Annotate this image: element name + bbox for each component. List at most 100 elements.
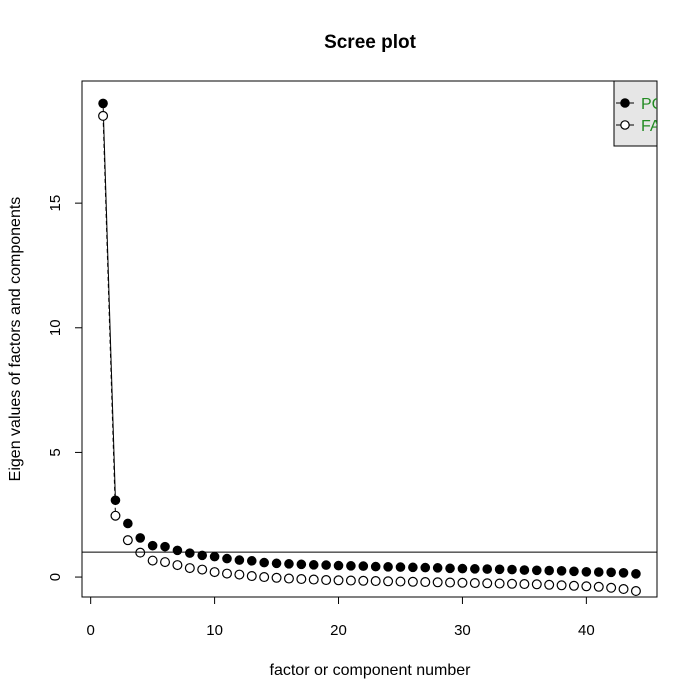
data-point-pc — [246, 556, 257, 566]
data-point-pc — [222, 553, 232, 564]
data-point-pc — [98, 98, 108, 109]
data-point-fa — [395, 576, 406, 587]
data-point-pc — [333, 560, 344, 571]
data-point-pc — [494, 564, 505, 575]
y-tick-label: 10 — [47, 319, 64, 336]
data-point-pc — [395, 562, 406, 572]
data-point-pc — [358, 561, 369, 571]
data-point-fa — [345, 575, 356, 586]
data-point-fa — [147, 555, 158, 566]
data-point-pc — [383, 562, 393, 572]
data-point-fa — [618, 584, 629, 595]
legend-marker — [620, 120, 630, 130]
data-point-fa — [172, 560, 183, 571]
data-point-pc — [123, 518, 133, 529]
legend-box — [613, 80, 657, 147]
data-point-pc — [308, 560, 319, 570]
data-point-fa — [556, 580, 567, 591]
data-point-pc — [197, 550, 208, 561]
data-point-fa — [469, 578, 480, 589]
data-point-pc — [544, 565, 554, 576]
data-point-pc — [581, 567, 592, 577]
data-point-pc — [209, 551, 220, 562]
data-point-fa — [184, 563, 195, 574]
data-point-fa — [333, 575, 344, 586]
data-point-fa — [197, 564, 208, 575]
data-point-pc — [519, 565, 530, 575]
data-point-pc — [507, 564, 517, 575]
data-point-fa — [160, 557, 171, 568]
data-point-fa — [308, 574, 319, 585]
series-layer — [98, 98, 641, 597]
data-point-fa — [568, 580, 579, 591]
chart-title: Scree plot — [324, 32, 417, 53]
data-point-fa — [221, 568, 232, 579]
data-point-pc — [457, 563, 468, 574]
plot-frame — [81, 80, 658, 598]
legend: PC FA — [613, 80, 663, 147]
data-point-fa — [283, 573, 294, 584]
data-point-fa — [507, 578, 518, 589]
data-point-pc — [432, 563, 443, 573]
x-tick-label: 40 — [578, 622, 595, 639]
data-point-pc — [569, 566, 579, 577]
data-point-fa — [593, 581, 604, 592]
data-point-fa — [606, 582, 617, 593]
x-tick-label: 20 — [330, 622, 347, 639]
data-point-pc — [631, 569, 641, 579]
y-tick-label: 0 — [47, 573, 64, 581]
data-point-fa — [370, 576, 381, 587]
data-point-pc — [135, 533, 146, 543]
data-point-fa — [271, 572, 282, 583]
data-point-fa — [296, 574, 307, 585]
data-point-fa — [407, 576, 418, 587]
data-point-fa — [110, 510, 121, 521]
data-point-fa — [98, 110, 109, 121]
y-tick-label: 15 — [47, 195, 64, 212]
legend-label-fa: FA — [641, 118, 661, 135]
x-tick-label: 10 — [206, 622, 223, 639]
data-point-fa — [383, 576, 394, 587]
data-point-pc — [259, 557, 269, 568]
data-point-fa — [445, 577, 456, 588]
data-point-pc — [618, 568, 629, 578]
data-point-fa — [457, 577, 468, 588]
data-point-fa — [209, 567, 220, 578]
data-point-pc — [147, 540, 158, 551]
data-point-pc — [172, 545, 183, 556]
data-point-fa — [122, 535, 133, 546]
data-point-fa — [432, 577, 443, 588]
data-point-fa — [358, 575, 369, 586]
x-axis-label: factor or component number — [270, 662, 472, 679]
data-point-fa — [630, 586, 641, 597]
data-point-pc — [271, 558, 282, 569]
series-fa-line — [102, 115, 116, 516]
x-axis: 0 10 20 30 40 — [87, 596, 595, 639]
data-point-fa — [482, 578, 493, 589]
data-point-pc — [284, 559, 294, 569]
y-axis: 0 5 10 15 — [47, 195, 83, 581]
data-point-fa — [259, 572, 270, 583]
data-point-pc — [321, 560, 331, 570]
data-point-pc — [420, 562, 431, 573]
legend-label-pc: PC — [641, 96, 663, 113]
data-point-pc — [482, 564, 493, 574]
data-point-pc — [296, 559, 307, 570]
x-tick-label: 0 — [87, 622, 95, 639]
data-point-fa — [544, 579, 555, 590]
data-point-pc — [445, 563, 455, 574]
data-point-fa — [581, 581, 592, 592]
data-point-fa — [321, 575, 332, 586]
y-tick-label: 5 — [47, 448, 64, 456]
data-point-fa — [234, 569, 245, 580]
data-point-fa — [420, 577, 431, 588]
data-point-fa — [519, 579, 530, 590]
data-point-fa — [246, 571, 257, 582]
data-point-fa — [494, 578, 505, 589]
data-point-pc — [556, 566, 567, 576]
y-axis-label: Eigen values of factors and components — [7, 197, 24, 482]
data-point-pc — [160, 541, 170, 552]
data-point-pc — [185, 548, 195, 558]
data-point-pc — [606, 567, 616, 578]
